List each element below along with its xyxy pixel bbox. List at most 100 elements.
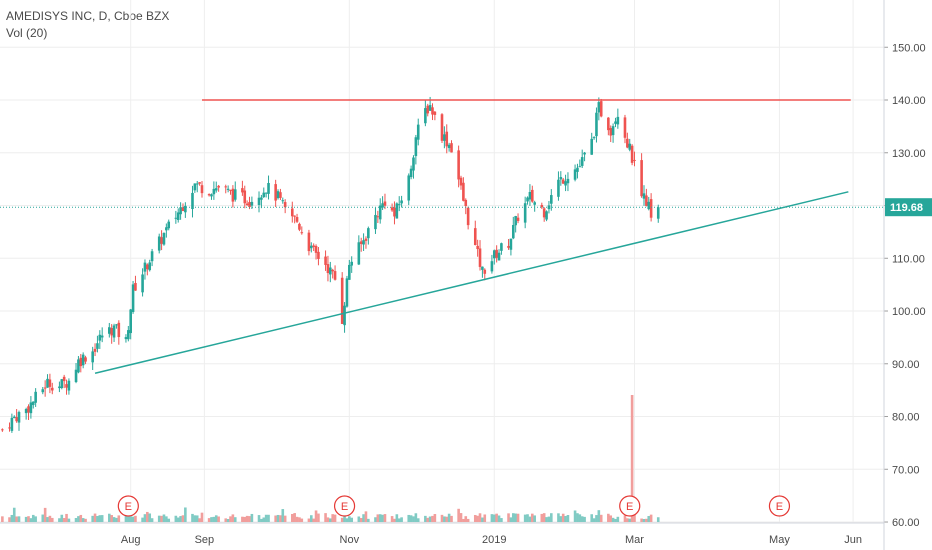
volume-bar — [609, 515, 613, 522]
candle-down — [626, 138, 629, 148]
volume-bar — [343, 515, 346, 522]
candle-up — [511, 225, 515, 239]
volume-bar — [656, 517, 660, 522]
candle-up — [276, 191, 280, 199]
candle-up — [497, 252, 501, 261]
candle-up — [616, 116, 620, 125]
volume-bar — [176, 517, 180, 522]
price-tick-label: 110.00 — [892, 253, 925, 265]
candle-up — [424, 108, 427, 124]
candle-up — [12, 416, 16, 418]
volume-bar — [141, 517, 144, 522]
candle-up — [550, 195, 553, 204]
volume-bar — [283, 515, 287, 522]
time-tick-label: 2019 — [482, 534, 506, 546]
candle-up — [191, 192, 194, 210]
earnings-marker-label: E — [626, 501, 633, 513]
volume-bar — [649, 514, 653, 522]
volume-bar — [561, 513, 565, 522]
candle-up — [447, 144, 451, 149]
volume-bar — [626, 518, 629, 522]
candle-up — [214, 188, 218, 191]
candle-up — [150, 251, 154, 262]
candle-down — [390, 207, 394, 211]
earnings-marker — [333, 495, 356, 517]
candle-up — [597, 102, 601, 113]
volume-bar — [317, 513, 320, 522]
candle-down — [483, 269, 487, 274]
candle-down — [293, 215, 296, 217]
volume-bar — [293, 513, 296, 522]
candle-down — [217, 185, 220, 188]
volume-indicator-label[interactable]: Vol (20) — [6, 26, 48, 40]
candle-up — [528, 192, 532, 200]
candle-down — [376, 216, 380, 218]
candle-up — [566, 178, 570, 184]
candle-up — [257, 197, 261, 206]
candle-up — [29, 402, 33, 414]
volume-bar — [359, 517, 363, 522]
volume-bar — [193, 515, 197, 522]
time-tick-label: Mar — [625, 534, 644, 546]
volume-bar — [542, 513, 546, 522]
earnings-marker-label: E — [341, 501, 348, 513]
candle-up — [400, 200, 403, 204]
candle-up — [60, 379, 64, 389]
candle-up — [526, 197, 529, 202]
volume-bar — [91, 515, 94, 522]
candle-up — [414, 137, 418, 157]
candle-up — [397, 204, 401, 206]
volume-bar — [108, 513, 111, 522]
trend-line — [94, 191, 849, 374]
candle-down — [245, 203, 249, 206]
volume-bar — [607, 513, 610, 522]
volume-bar — [84, 518, 87, 522]
volume-bar — [15, 516, 18, 522]
volume-bar — [393, 518, 396, 522]
candle-down — [433, 111, 437, 115]
candle-down — [607, 117, 610, 131]
candle-down — [307, 232, 311, 252]
candle-up — [345, 278, 349, 307]
candle-up — [595, 112, 598, 137]
candle-down — [324, 256, 327, 265]
volume-bar — [383, 514, 387, 522]
volume-bar — [50, 517, 54, 522]
volume-bar — [445, 516, 449, 522]
volume-bar — [241, 516, 244, 522]
volume-bar — [357, 516, 361, 522]
volume-bar — [547, 516, 551, 522]
candle-down — [283, 202, 287, 208]
time-tick-label: Aug — [121, 534, 141, 546]
volume-bar — [112, 517, 116, 522]
volume-bar — [262, 517, 266, 522]
candle-down — [243, 190, 247, 204]
candle-up — [523, 203, 527, 223]
volume-bar — [545, 517, 548, 522]
volume-bar — [210, 517, 213, 522]
volume-bar — [483, 514, 487, 522]
candle-down — [331, 269, 334, 272]
candle-up — [148, 262, 152, 271]
volume-bar — [290, 513, 294, 522]
volume-bar — [481, 517, 484, 522]
candle-down — [359, 241, 363, 244]
candle-up — [129, 309, 132, 334]
volume-bar — [431, 515, 434, 522]
volume-bar — [326, 517, 330, 522]
volume-bar — [409, 515, 413, 522]
volume-bar — [184, 507, 187, 522]
candle-down — [290, 208, 294, 217]
volume-bar — [573, 510, 577, 522]
candle-up — [67, 380, 71, 391]
volume-bar — [614, 518, 617, 522]
grid — [0, 0, 884, 523]
last-price-badge — [885, 198, 932, 217]
volume-bar — [27, 516, 30, 522]
candle-up — [250, 201, 254, 206]
volume-bar — [77, 516, 80, 522]
symbol-title[interactable]: AMEDISYS INC, D, Cboe BZX — [6, 9, 170, 23]
earnings-marker — [619, 495, 641, 517]
